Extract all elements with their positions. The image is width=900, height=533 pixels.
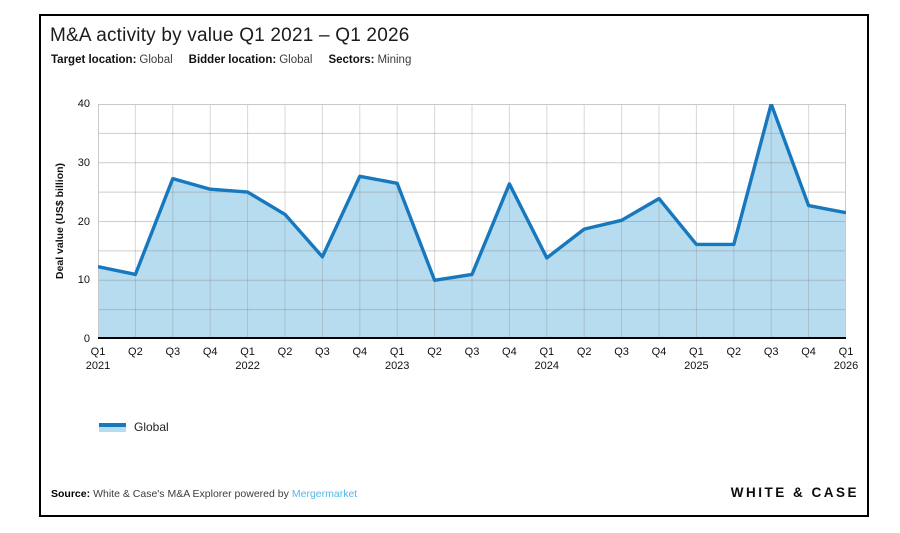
source-label: Source: [51,488,91,500]
legend-swatch [99,422,126,432]
x-tick-label: Q3 [315,346,330,358]
source-link[interactable]: Mergermarket [291,488,358,500]
x-tick-label: Q4 [502,346,517,358]
y-tick-label: 10 [77,274,90,287]
area-chart [98,104,846,339]
y-tick-label: 20 [77,215,90,228]
page-title: M&A activity by value Q1 2021 – Q1 2026 [50,25,410,46]
x-tick-label: Q2 [128,346,143,358]
x-tick-label: Q2 [576,346,592,358]
x-tick-label: Q3 [165,346,181,358]
x-tick-label: Q1 2023 [384,346,410,372]
filter-label: Bidder location: [188,54,277,66]
y-tick-label: 30 [77,156,90,169]
source-text: White & Case's M&A Explorer powered by [93,488,289,500]
x-tick-label: Q1 2025 [684,346,709,372]
x-tick-label: Q2 [427,346,442,358]
filter-value: Global [279,54,313,66]
x-tick-label: Q4 [651,346,667,358]
x-tick-label: Q2 [726,346,742,358]
legend-label: Global [134,420,169,434]
x-tick-label: Q4 [801,346,816,358]
x-tick-label: Q1 2024 [534,346,560,372]
y-tick-label: 0 [83,333,90,345]
chart-region: Deal value (US$ billion) 0 10 20 30 40 Q1 202… [54,98,858,372]
filter-label: Target location: [51,54,137,66]
source-note: Source: White & Case's M&A Explorer power… [51,488,357,500]
chart-card: M&A activity by value Q1 2021 – Q1 2026 … [39,14,869,517]
trend-line [98,104,846,282]
x-tick-label: Q4 [202,346,218,358]
x-tick-label: Q3 [464,346,480,358]
y-axis-title: Deal value (US$ billion) [54,162,66,280]
x-tick-label: Q1 2026 [833,346,859,372]
x-tick-label: Q2 [277,346,293,358]
filters-row: Target location: Global Bidder location: G… [51,54,411,66]
filter-label: Sectors: [328,54,375,66]
area-fill [98,104,846,339]
brand-logo: WHITE & CASE [730,485,859,500]
legend: Global [99,420,169,434]
x-tick-label: Q1 2021 [85,346,111,372]
filter-sectors: Sectors: Mining [328,54,411,66]
x-tick-label: Q4 [352,346,368,358]
x-tick-label: Q3 [614,346,629,358]
x-tick-label: Q1 2022 [235,346,260,372]
filter-target-location: Target location: Global [51,54,173,66]
filter-bidder-location: Bidder location: Global [189,54,313,66]
filter-value: Mining [377,54,412,66]
y-tick-label: 40 [77,98,90,110]
filter-value: Global [139,54,173,66]
x-tick-label: Q3 [763,346,779,358]
